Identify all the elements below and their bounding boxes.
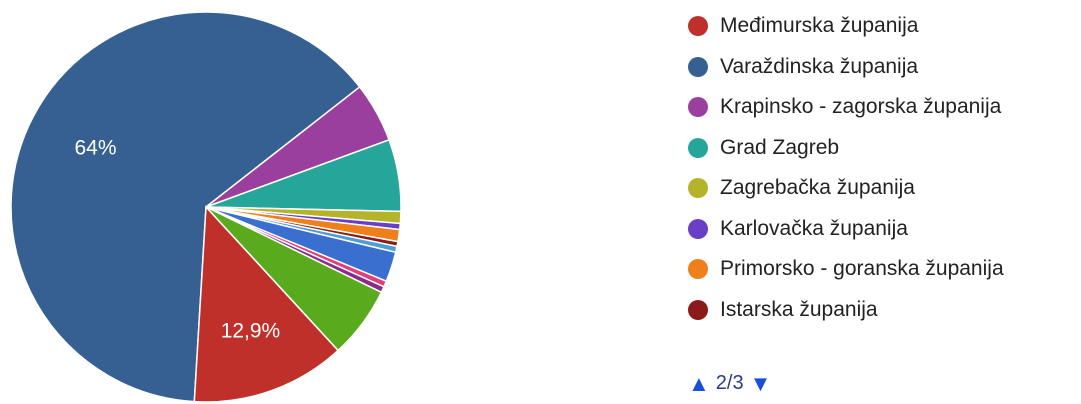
slice-value-label: 64% (75, 136, 117, 159)
legend-swatch (688, 16, 708, 37)
legend-swatch (688, 299, 708, 320)
legend-label: Primorsko - goranska županija (720, 257, 1004, 281)
legend-label: Međimurska županija (720, 14, 919, 38)
legend-pager: ▲ 2/3 ▼ (688, 372, 771, 395)
legend-swatch (688, 56, 708, 77)
page-indicator: 2/3 (715, 372, 744, 394)
legend-label: Istarska županija (720, 297, 878, 321)
legend-item[interactable]: Karlovačka županija (688, 209, 1004, 250)
slice-value-label: 12,9% (221, 319, 281, 342)
legend-swatch (688, 137, 708, 158)
pie-slice (193, 205, 340, 403)
legend-swatch (688, 97, 708, 118)
legend-swatch (688, 218, 708, 239)
pie-slice (10, 11, 361, 403)
triangle-up-icon[interactable]: ▲ (688, 370, 710, 396)
triangle-down-icon[interactable]: ▼ (749, 370, 772, 396)
legend-label: Varaždinska županija (720, 54, 919, 78)
legend-item[interactable]: Zagrebačka županija (688, 168, 1004, 209)
legend-item[interactable]: Varaždinska županija (688, 47, 1004, 88)
legend: Međimurska županija Varaždinska županija K… (688, 6, 1004, 330)
legend-item[interactable]: Grad Zagreb (688, 128, 1004, 169)
legend-label: Grad Zagreb (720, 135, 840, 159)
legend-item[interactable]: Međimurska županija (688, 6, 1004, 47)
legend-item[interactable]: Istarska županija (688, 290, 1004, 331)
legend-item[interactable]: Krapinsko - zagorska županija (688, 87, 1004, 128)
legend-swatch (688, 259, 708, 280)
legend-label: Karlovačka županija (720, 216, 908, 240)
pie-chart: 64% 12,9% (10, 11, 402, 403)
legend-item[interactable]: Primorsko - goranska županija (688, 249, 1004, 290)
legend-label: Krapinsko - zagorska županija (720, 95, 1002, 119)
legend-label: Zagrebačka županija (720, 176, 915, 200)
legend-swatch (688, 178, 708, 199)
